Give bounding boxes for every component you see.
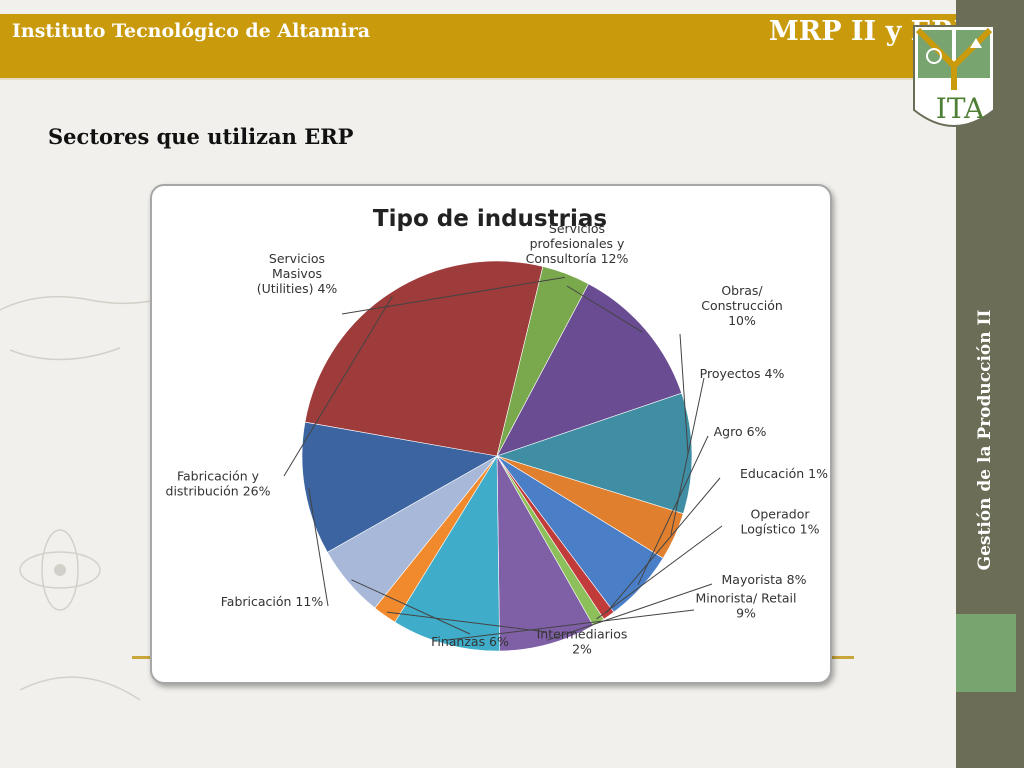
leader-line-9 bbox=[351, 579, 471, 635]
pie-slice-7 bbox=[394, 454, 501, 652]
slice-label-6: Mayorista 8% bbox=[722, 572, 807, 587]
slice-label-line: (Utilities) 4% bbox=[257, 281, 338, 296]
slice-label-7: Minorista/ Retail 9% bbox=[695, 591, 796, 621]
slice-label-12: Servicios Masivos (Utilities) 4% bbox=[257, 251, 338, 296]
slice-label-line: Intermediarios bbox=[537, 627, 628, 642]
slice-label-8: Intermediarios 2% bbox=[537, 627, 628, 657]
slice-label-line: Fabricación y bbox=[177, 469, 260, 484]
slice-label-line: Agro 6% bbox=[714, 424, 767, 439]
pie-slice-12 bbox=[496, 266, 589, 457]
pie-chart: Tipo de industrias Servicios profesionale… bbox=[166, 206, 829, 657]
slice-label-2: Proyectos 4% bbox=[700, 366, 785, 381]
slice-label-9: Finanzas 6% bbox=[431, 634, 509, 649]
leader-line-2 bbox=[670, 377, 705, 536]
slice-label-0: Servicios profesionales y Consultoría 12% bbox=[526, 221, 629, 266]
leader-line-0 bbox=[566, 285, 643, 333]
slice-label-line: 9% bbox=[736, 606, 756, 621]
slice-label-line: 2% bbox=[572, 642, 592, 657]
header-divider bbox=[0, 78, 956, 80]
slice-label-line: distribución 26% bbox=[166, 484, 271, 499]
pie-slice-6 bbox=[496, 455, 594, 652]
sidebar-vertical-title: Gestión de la Producción II bbox=[975, 309, 995, 571]
slice-label-line: Mayorista 8% bbox=[722, 572, 807, 587]
ita-shield-logo bbox=[913, 25, 995, 127]
leader-line-6 bbox=[546, 583, 713, 641]
slice-label-11: Fabricación y distribución 26% bbox=[166, 469, 271, 499]
pie-slice-1 bbox=[496, 392, 693, 515]
slice-label-5: Operador Logístico 1% bbox=[740, 507, 819, 537]
slice-label-line: Finanzas 6% bbox=[431, 634, 509, 649]
leader-line-8 bbox=[386, 611, 548, 633]
pie-slices bbox=[301, 260, 693, 652]
slice-label-line: Masivos bbox=[272, 266, 322, 281]
logo-text: ITA bbox=[935, 92, 985, 125]
gold-rule-right bbox=[832, 656, 854, 659]
slice-label-line: Operador bbox=[751, 507, 811, 522]
section-title: Sectores que utilizan ERP bbox=[48, 124, 354, 149]
pie-slice-11 bbox=[304, 260, 544, 457]
slice-label-4: Educación 1% bbox=[740, 466, 828, 481]
slice-label-line: Educación 1% bbox=[740, 466, 828, 481]
slice-label-3: Agro 6% bbox=[714, 424, 767, 439]
slice-label-10: Fabricación 11% bbox=[221, 594, 324, 609]
slice-label-line: Servicios bbox=[269, 251, 325, 266]
slice-label-line: Servicios bbox=[549, 221, 605, 236]
slice-label-line: Proyectos 4% bbox=[700, 366, 785, 381]
leader-line-5 bbox=[596, 525, 723, 620]
slice-label-line: 10% bbox=[728, 313, 756, 328]
pie-slice-0 bbox=[496, 283, 682, 457]
header-bar bbox=[0, 14, 956, 78]
sidebar-accent-block bbox=[956, 614, 1016, 692]
slice-label-line: Minorista/ Retail bbox=[695, 591, 796, 606]
leader-line-4 bbox=[606, 477, 721, 613]
institution-name: Instituto Tecnológico de Altamira bbox=[12, 20, 371, 42]
slice-label-1: Obras/Construcción 10% bbox=[701, 283, 783, 328]
gold-rule-left bbox=[132, 656, 152, 659]
leader-line-3 bbox=[637, 435, 709, 586]
leader-line-11 bbox=[283, 295, 393, 477]
slice-label-line: profesionales y bbox=[530, 236, 625, 251]
pie-slice-10 bbox=[301, 421, 498, 553]
leader-line-1 bbox=[679, 333, 689, 454]
leader-line-10 bbox=[308, 488, 329, 607]
slice-label-line: Obras/ bbox=[721, 283, 763, 298]
slice-label-line: Logístico 1% bbox=[740, 522, 819, 537]
leader-line-7 bbox=[446, 609, 695, 641]
pie-chart-frame: Tipo de industrias Servicios profesionale… bbox=[150, 184, 832, 684]
slice-label-line: Consultoría 12% bbox=[526, 251, 629, 266]
chart-title: Tipo de industrias bbox=[373, 206, 607, 232]
leader-line-12 bbox=[341, 276, 565, 315]
slice-label-line: Construcción bbox=[701, 298, 783, 313]
leader-lines bbox=[283, 276, 723, 641]
slice-label-line: Fabricación 11% bbox=[221, 594, 324, 609]
slice-labels: Servicios profesionales y Consultoría 12%O… bbox=[166, 221, 829, 657]
